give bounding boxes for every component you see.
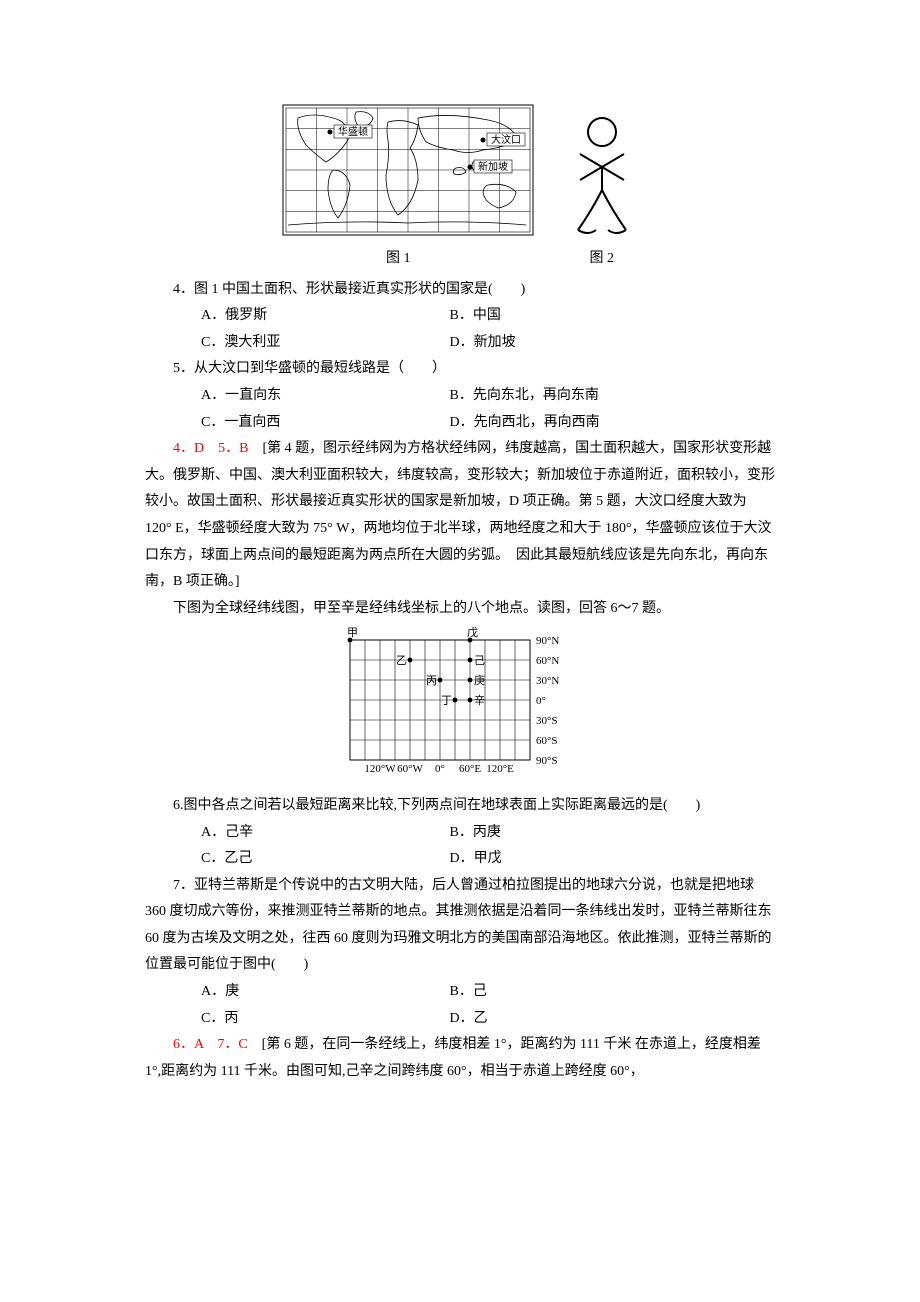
q7-opts-row1: A．庚 B．己 bbox=[145, 979, 775, 1006]
q7-opt-c: C．丙 bbox=[173, 1006, 418, 1033]
page: 华盛顿大汶口新加坡 图 1 图 2 4．图 1 中国土面积、形状最接近真实形状的… bbox=[0, 0, 920, 1302]
q4-opt-c: C．澳大利亚 bbox=[173, 330, 418, 357]
answer-45: 4．D 5．B [第 4 题，图示经纬网为方格状经纬网，纬度越高，国土面积越大，… bbox=[145, 436, 775, 596]
figure-row: 华盛顿大汶口新加坡 bbox=[145, 100, 775, 240]
svg-text:30°N: 30°N bbox=[536, 675, 559, 687]
q7-opt-b: B．己 bbox=[422, 979, 487, 1006]
q6-opt-b: B．丙庚 bbox=[422, 820, 501, 847]
svg-text:60°S: 60°S bbox=[536, 735, 558, 747]
figure-2-caption: 图 2 bbox=[552, 246, 652, 273]
q5-opts-row2: C．一直向西 D．先向西北，再向西南 bbox=[145, 410, 775, 437]
q5-opt-d: D．先向西北，再向西南 bbox=[422, 410, 600, 437]
figure-1-caption: 图 1 bbox=[268, 246, 528, 273]
q4-opt-a: A．俄罗斯 bbox=[173, 303, 418, 330]
q6-opt-c: C．乙己 bbox=[173, 846, 418, 873]
svg-text:120°W: 120°W bbox=[364, 763, 396, 775]
answer-45-key: 4．D 5．B bbox=[173, 441, 248, 456]
q5-opt-b: B．先向东北，再向东南 bbox=[422, 383, 599, 410]
q7-stem: 7．亚特兰蒂斯是个传说中的古文明大陆，后人曾通过柏拉图提出的地球六分说，也就是把… bbox=[145, 873, 775, 979]
figure-2-person-icon bbox=[562, 110, 642, 240]
q6-opt-d: D．甲戊 bbox=[422, 846, 502, 873]
svg-text:0°: 0° bbox=[435, 763, 445, 775]
chart-2-lat-lon-grid: 120°W60°W 0° 60°E 120°E 90°N 60°N 30°N 0° 30°S 60… bbox=[330, 626, 590, 776]
intro-67: 下图为全球经纬线图，甲至辛是经纬线坐标上的八个地点。读图，回答 6～7 题。 bbox=[145, 596, 775, 623]
q4-opts-row1: A．俄罗斯 B．中国 bbox=[145, 303, 775, 330]
q7-opt-d: D．乙 bbox=[422, 1006, 488, 1033]
q4-opts-row2: C．澳大利亚 D．新加坡 bbox=[145, 330, 775, 357]
svg-text:90°N: 90°N bbox=[536, 635, 559, 647]
svg-text:戊: 戊 bbox=[467, 626, 478, 639]
q6-stem: 6.图中各点之间若以最短距离来比较,下列两点间在地球表面上实际距离最远的是( ) bbox=[145, 793, 775, 820]
q6-opts-row1: A．己辛 B．丙庚 bbox=[145, 820, 775, 847]
svg-text:丙: 丙 bbox=[426, 675, 437, 687]
svg-text:丁: 丁 bbox=[441, 695, 452, 707]
svg-text:乙: 乙 bbox=[396, 654, 407, 667]
answer-45-explain: [第 4 题，图示经纬网为方格状经纬网，纬度越高，国土面积越大，国家形状变形越大… bbox=[145, 441, 775, 589]
figure-1-world-map: 华盛顿大汶口新加坡 bbox=[278, 100, 538, 240]
q6-opt-a: A．己辛 bbox=[173, 820, 418, 847]
q5-stem: 5．从大汶口到华盛顿的最短线路是（ ） bbox=[145, 356, 775, 383]
svg-text:60°E: 60°E bbox=[459, 763, 481, 775]
svg-text:90°S: 90°S bbox=[536, 755, 558, 767]
svg-text:30°S: 30°S bbox=[536, 715, 558, 727]
q7-opts-row2: C．丙 D．乙 bbox=[145, 1006, 775, 1033]
q5-opt-c: C．一直向西 bbox=[173, 410, 418, 437]
svg-text:0°: 0° bbox=[536, 695, 546, 707]
svg-text:华盛顿: 华盛顿 bbox=[338, 125, 368, 138]
q4-opt-b: B．中国 bbox=[422, 303, 501, 330]
chart-2-wrap: 120°W60°W 0° 60°E 120°E 90°N 60°N 30°N 0° 30°S 60… bbox=[145, 626, 775, 787]
figure-caption-row: 图 1 图 2 bbox=[145, 246, 775, 273]
q6-opts-row2: C．乙己 D．甲戊 bbox=[145, 846, 775, 873]
svg-text:60°W: 60°W bbox=[397, 763, 423, 775]
answer-67-key: 6．A 7．C bbox=[173, 1037, 248, 1052]
q4-opt-d: D．新加坡 bbox=[422, 330, 516, 357]
q5-opts-row1: A．一直向东 B．先向东北，再向东南 bbox=[145, 383, 775, 410]
svg-text:新加坡: 新加坡 bbox=[478, 160, 508, 173]
svg-text:60°N: 60°N bbox=[536, 655, 559, 667]
svg-text:120°E: 120°E bbox=[486, 763, 514, 775]
svg-text:庚: 庚 bbox=[474, 673, 485, 687]
svg-text:己: 己 bbox=[474, 655, 485, 667]
answer-67: 6．A 7．C [第 6 题，在同一条经线上，纬度相差 1°，距离约为 111 … bbox=[145, 1032, 775, 1085]
q4-stem: 4．图 1 中国土面积、形状最接近真实形状的国家是( ) bbox=[145, 277, 775, 304]
q7-opt-a: A．庚 bbox=[173, 979, 418, 1006]
svg-text:辛: 辛 bbox=[474, 693, 485, 707]
svg-text:大汶口: 大汶口 bbox=[491, 133, 521, 146]
svg-text:甲: 甲 bbox=[347, 627, 358, 639]
q5-opt-a: A．一直向东 bbox=[173, 383, 418, 410]
